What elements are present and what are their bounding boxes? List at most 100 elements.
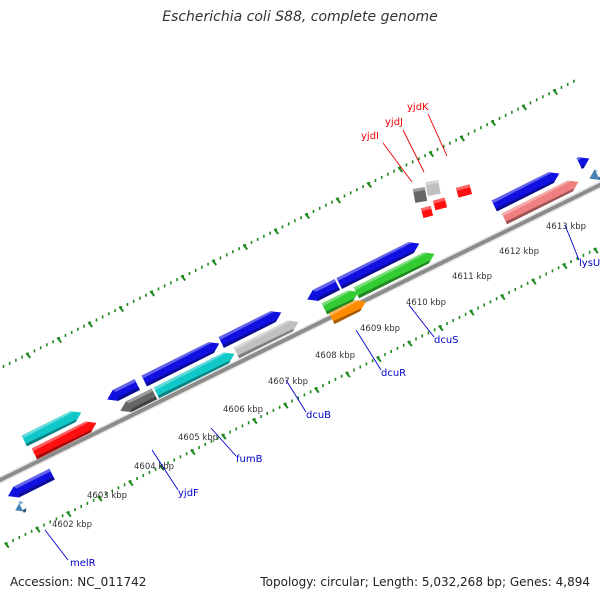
gene-blue	[218, 311, 282, 348]
major-tick	[345, 371, 351, 378]
major-tick	[252, 418, 258, 425]
major-tick	[4, 542, 10, 549]
genome-title: Escherichia coli S88, complete genome	[162, 9, 438, 25]
gene-orange	[329, 300, 366, 324]
gene-yjdI	[412, 187, 428, 203]
leader-line	[408, 304, 435, 338]
major-tick	[283, 402, 289, 409]
major-tick	[335, 197, 342, 204]
major-tick	[242, 243, 249, 251]
major-tick	[593, 247, 599, 254]
leader-line	[44, 529, 69, 561]
major-tick	[376, 356, 382, 363]
leader-line	[210, 427, 237, 457]
gene-blue	[576, 157, 590, 169]
major-tick	[211, 259, 218, 266]
gene-label-dcuR: dcuR	[381, 368, 406, 379]
gene-red-small	[420, 205, 434, 219]
gene-green-small	[321, 290, 359, 315]
major-tick	[552, 88, 559, 96]
gene-pink	[501, 180, 579, 225]
gene-label-fumB: fumB	[236, 454, 263, 465]
major-tick	[159, 464, 165, 471]
gene-red	[31, 421, 97, 460]
major-tick	[428, 150, 435, 158]
major-tick	[87, 321, 94, 328]
leader-line	[564, 224, 580, 261]
major-tick	[304, 212, 311, 220]
major-tick	[438, 325, 444, 332]
genome-backbone	[0, 181, 600, 484]
gene-steel-left	[15, 501, 27, 513]
gene-label-lysU: lysU	[579, 258, 600, 269]
gene-label-yjdJ: yjdJ	[385, 117, 403, 128]
leader-line	[355, 329, 382, 371]
major-tick	[97, 495, 103, 502]
kbp-label: 4612 kbp	[499, 247, 539, 257]
leader-line	[402, 129, 425, 173]
major-tick	[490, 119, 497, 127]
gene-red-small	[455, 184, 473, 198]
major-tick	[314, 387, 320, 394]
gene-cyan	[153, 352, 235, 399]
gene-label-dcuS: dcuS	[434, 335, 459, 346]
kbp-label: 4608 kbp	[315, 351, 355, 361]
major-tick	[366, 181, 373, 189]
kbp-label: 4603 kbp	[87, 491, 127, 501]
gene-gray	[120, 388, 158, 413]
accession-label: Accession: NC_011742	[10, 575, 147, 589]
major-tick	[562, 263, 568, 270]
topology-label: Topology: circular; Length: 5,032,268 bp…	[260, 575, 590, 589]
kbp-label: 4611 kbp	[452, 272, 492, 282]
major-tick	[469, 309, 475, 316]
major-tick	[128, 480, 134, 487]
gene-blue	[141, 342, 220, 387]
leader-line	[427, 113, 448, 157]
major-tick	[521, 104, 528, 111]
gene-cyan-left	[21, 411, 82, 447]
kbp-label: 4605 kbp	[178, 433, 218, 443]
gene-light-gray	[233, 320, 299, 359]
gene-blue	[336, 242, 420, 289]
gene-label-yjdK: yjdK	[407, 102, 429, 113]
kbp-label: 4606 kbp	[223, 405, 263, 415]
tick-marks	[0, 79, 599, 549]
gene-blue-small	[107, 379, 140, 401]
major-tick	[500, 294, 506, 301]
major-tick	[149, 290, 156, 297]
major-tick	[56, 336, 63, 344]
gene-label-yjdI: yjdI	[361, 131, 379, 142]
kbp-label: 4609 kbp	[360, 324, 400, 334]
leader-line	[382, 142, 413, 183]
kbp-label: 4607 kbp	[268, 377, 308, 387]
gene-steel-right	[589, 169, 600, 181]
kbp-label: 4604 kbp	[134, 462, 174, 472]
gene-red-small	[432, 197, 448, 211]
backbone-line	[0, 182, 600, 483]
gene-green	[353, 252, 435, 299]
major-tick	[118, 305, 125, 313]
gene-label-yjdF: yjdF	[178, 488, 199, 499]
major-tick	[25, 352, 32, 359]
gene-label-melR: melR	[70, 558, 96, 569]
gene-blue	[307, 279, 340, 301]
leader-line	[151, 449, 179, 491]
feature-labels: 4602 kbp 4603 kbp 4604 kbp 4605 kbp 4606 kbp…	[44, 102, 600, 569]
major-tick	[221, 433, 227, 440]
major-tick	[273, 228, 280, 235]
gene-features	[8, 157, 600, 513]
gene-label-dcuB: dcuB	[306, 410, 331, 421]
gene-blue	[491, 172, 560, 212]
gene-yjdJ	[425, 179, 441, 197]
major-tick	[190, 449, 196, 456]
major-tick	[407, 340, 413, 347]
major-tick	[35, 526, 41, 533]
major-tick	[66, 511, 72, 518]
major-tick	[180, 274, 187, 282]
kbp-label: 4610 kbp	[406, 298, 446, 308]
kbp-label: 4602 kbp	[52, 520, 92, 530]
major-tick	[397, 166, 404, 173]
major-tick	[459, 135, 466, 142]
leader-line	[285, 379, 307, 413]
